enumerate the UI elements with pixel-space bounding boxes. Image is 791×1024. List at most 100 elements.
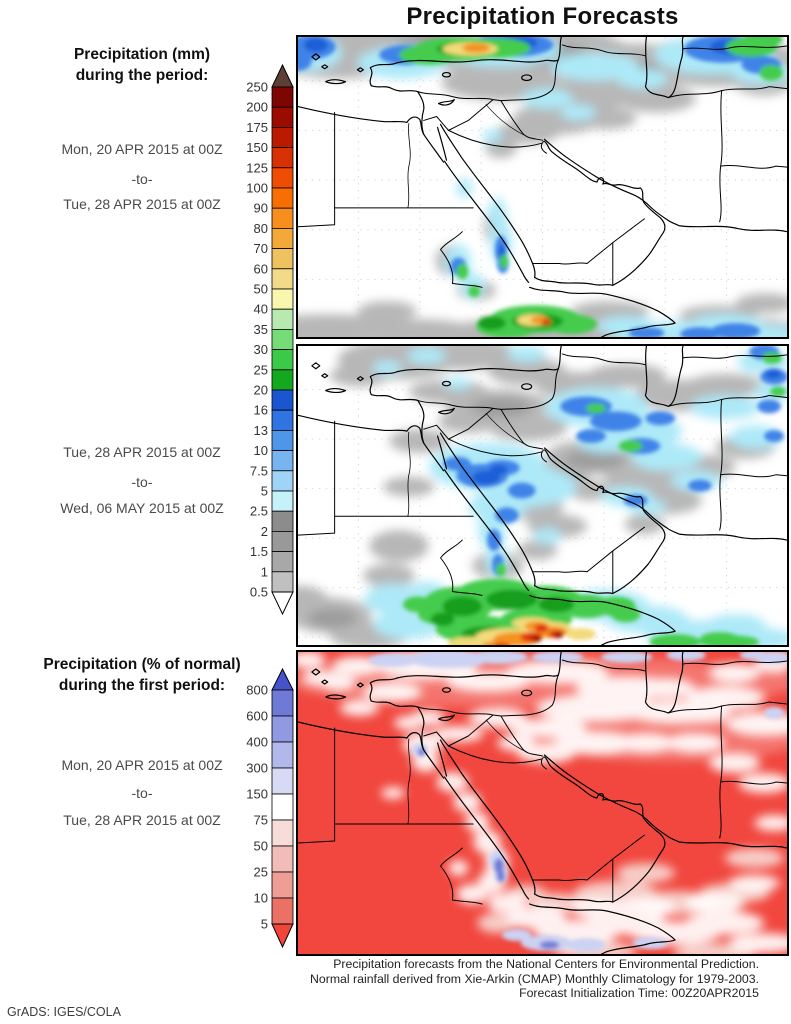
legend-segment <box>271 167 294 189</box>
footer-credits: Precipitation forecasts from the Nationa… <box>199 957 759 1001</box>
legend-segment <box>271 106 294 128</box>
legend-segment <box>271 741 294 769</box>
legend-tick-label: 20 <box>254 383 268 398</box>
legend-tick-label: 125 <box>246 160 268 175</box>
legend-segment <box>271 389 294 411</box>
legend-segment <box>271 871 294 899</box>
legend-tick-label: 10 <box>254 443 268 458</box>
legend-tick-label: 7.5 <box>250 463 268 478</box>
period1-heading-line2: during the period: <box>75 67 209 84</box>
legend-segment <box>271 147 294 169</box>
legend-segment <box>271 308 294 330</box>
legend-tick-label: 25 <box>254 865 268 880</box>
legend-tick-label: 0.5 <box>250 585 268 600</box>
period2-end-date: Wed, 06 MAY 2015 at 00Z <box>60 500 224 516</box>
precip-field-heavy <box>298 37 784 337</box>
precip-field-light <box>298 37 787 337</box>
legend-segment <box>271 450 294 472</box>
legend-tick-label: 30 <box>254 342 268 357</box>
legend-segment <box>271 328 294 350</box>
legend-tick-label: 35 <box>254 322 268 337</box>
legend-tick-label: 90 <box>254 201 268 216</box>
legend-tick-label: 5 <box>261 484 268 499</box>
period1-to-label: -to- <box>131 171 153 187</box>
pct-to-label: -to- <box>131 785 153 801</box>
pct-heading-line2: during the first period: <box>58 677 226 694</box>
legend-segment <box>271 470 294 492</box>
period1-start-date: Mon, 20 APR 2015 at 00Z <box>61 141 223 157</box>
legend-segment <box>271 429 294 451</box>
legend-arrow-below-min <box>271 923 294 949</box>
legend-segment <box>271 207 294 229</box>
legend-tick-label: 400 <box>246 735 268 750</box>
legend-segment <box>271 845 294 873</box>
pct-start-date: Mon, 20 APR 2015 at 00Z <box>61 757 223 773</box>
map-panel-percent-of-normal <box>296 650 789 956</box>
legend-segment <box>271 715 294 743</box>
legend-tick-label: 800 <box>246 683 268 698</box>
legend-segment <box>271 490 294 512</box>
legend-segment <box>271 767 294 795</box>
legend-segment <box>271 227 294 249</box>
legend-tick-label: 150 <box>246 787 268 802</box>
legend-tick-label: 75 <box>254 813 268 828</box>
legend-segment <box>271 571 294 593</box>
legend-tick-label: 10 <box>254 891 268 906</box>
pct-end-date: Tue, 28 APR 2015 at 00Z <box>63 812 221 828</box>
legend-segment <box>271 288 294 310</box>
map-percent-of-normal <box>298 652 787 954</box>
grads-credit: GrADS: IGES/COLA <box>7 1005 121 1019</box>
legend-tick-label: 100 <box>246 181 268 196</box>
colorbar-mm: 250 200 175 150 125 100 90 80 70 60 50 40 35 30 25 20 16… <box>240 63 296 620</box>
legend-tick-label: 200 <box>246 100 268 115</box>
legend-tick-label: 1.5 <box>250 544 268 559</box>
colorbar-graphic: 2502001751501251009080706050403530252016… <box>246 63 294 616</box>
legend-segment <box>271 86 294 108</box>
legend-arrow-above-max <box>271 667 294 691</box>
footer-line-3: Forecast Initialization Time: 00Z20APR20… <box>519 986 759 1000</box>
legend-segment <box>271 530 294 552</box>
legend-tick-label: 2 <box>261 524 268 539</box>
legend-tick-label: 70 <box>254 241 268 256</box>
legend-tick-label: 2.5 <box>250 504 268 519</box>
footer-line-1: Precipitation forecasts from the Nationa… <box>333 957 759 971</box>
legend-segment <box>271 248 294 270</box>
legend-segment <box>271 897 294 925</box>
legend-tick-label: 60 <box>254 261 268 276</box>
legend-segment <box>271 409 294 431</box>
legend-tick-label: 50 <box>254 282 268 297</box>
pct-heading-line1: Precipitation (% of normal) <box>43 656 241 673</box>
legend-tick-label: 175 <box>246 120 268 135</box>
map-second-period <box>298 346 787 645</box>
legend-segment <box>271 689 294 717</box>
pct-field <box>298 652 787 954</box>
map-first-period <box>298 37 787 337</box>
legend-arrow-above-max <box>271 63 294 88</box>
legend-tick-label: 40 <box>254 302 268 317</box>
legend-tick-label: 50 <box>254 839 268 854</box>
legend-tick-label: 5 <box>261 917 268 932</box>
colorbar-graphic: 800 600 400 300 150 75 50 25 10 5 <box>246 667 294 949</box>
period2-start-date: Tue, 28 APR 2015 at 00Z <box>63 444 221 460</box>
legend-tick-label: 250 <box>246 80 268 95</box>
period2-to-label: -to- <box>131 474 153 490</box>
page-title: Precipitation Forecasts <box>406 3 679 30</box>
legend-tick-label: 80 <box>254 221 268 236</box>
legend-segment <box>271 349 294 371</box>
legend-segment <box>271 793 294 821</box>
legend-tick-label: 1 <box>261 564 268 579</box>
pct-field-above-normal <box>368 652 787 952</box>
period1-heading-line1: Precipitation (mm) <box>73 46 211 63</box>
legend-tick-label: 150 <box>246 140 268 155</box>
colorbar-percent-of-normal: 800 600 400 300 150 75 50 25 10 5 <box>240 667 296 953</box>
legend-segment <box>271 268 294 290</box>
legend-segment <box>271 819 294 847</box>
legend-tick-label: 16 <box>254 403 268 418</box>
map-panel-second-period <box>296 344 789 647</box>
legend-segment <box>271 127 294 149</box>
legend-arrow-below-min <box>271 591 294 616</box>
legend-segment <box>271 551 294 573</box>
legend-tick-label: 300 <box>246 761 268 776</box>
legend-segment <box>271 510 294 532</box>
